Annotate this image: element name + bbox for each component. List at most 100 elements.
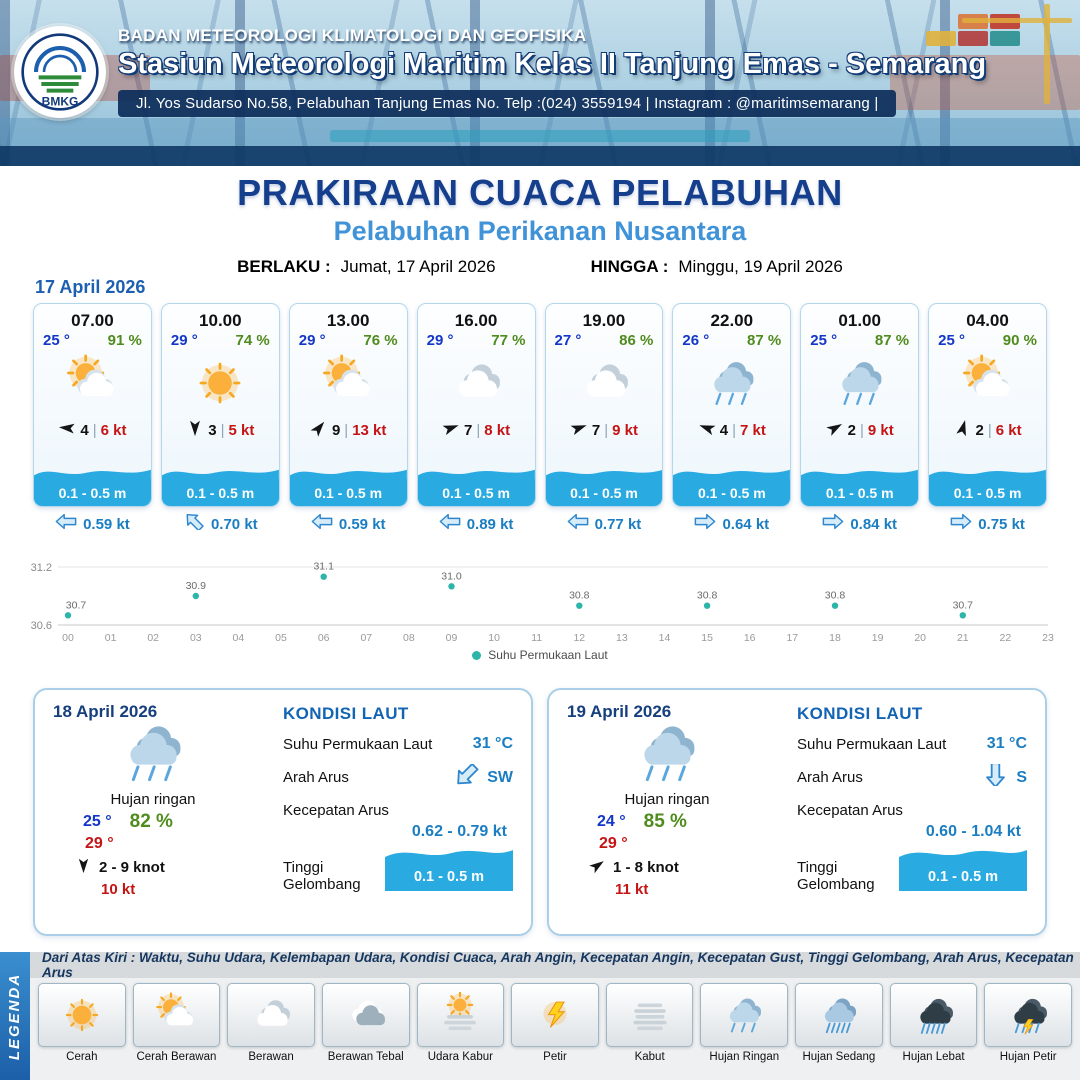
chart-legend: Suhu Permukaan Laut (20, 648, 1060, 662)
legend-item: Hujan Sedang (795, 983, 883, 1063)
air-temperature: 25 ° (43, 332, 70, 349)
legend-weather-icon-cerah (38, 983, 126, 1047)
current-direction-arrow-icon (822, 513, 844, 535)
current-direction-arrow-icon (567, 513, 589, 535)
current-speed: 0.77 kt (594, 515, 642, 533)
wind-row: 1 - 8 knot (589, 857, 679, 878)
humidity: 85 % (643, 811, 687, 832)
legend-item-label: Berawan (248, 1051, 294, 1063)
wind-direction-arrow-icon (186, 419, 204, 441)
legend-item-label: Hujan Ringan (709, 1051, 780, 1063)
wind-speed: 4 (80, 421, 89, 439)
svg-text:0.1 - 0.5 m: 0.1 - 0.5 m (928, 869, 998, 885)
wave-crest-icon (801, 469, 919, 479)
legend-item: Hujan Lebat (889, 983, 978, 1063)
temp-humidity-row: 25 ° 87 % (801, 331, 918, 349)
current-direction-row: Arah Arus SW (283, 763, 513, 791)
wave-height-label: Tinggi Gelombang (797, 859, 875, 893)
wind-direction-arrow-icon (698, 419, 716, 441)
station-name: Stasiun Meteorologi Maritim Kelas II Tan… (118, 48, 987, 80)
svg-text:21: 21 (957, 632, 969, 644)
daily-date: 19 April 2026 (567, 702, 672, 721)
current-direction-arrow-icon (55, 513, 77, 535)
wave-height-band: 0.1 - 0.5 m (34, 466, 151, 506)
wave-height-badge: 0.1 - 0.5 m (899, 845, 1027, 896)
svg-text:30.8: 30.8 (697, 590, 718, 602)
legend-weather-icon-hujan-lebat (889, 983, 978, 1047)
weather-icon-hujan-ringan (619, 716, 715, 795)
svg-text:09: 09 (446, 632, 458, 644)
wind-direction-arrow-icon (589, 857, 606, 878)
humidity: 90 % (1002, 332, 1037, 349)
wave-height-value: 0.1 - 0.5 m (929, 479, 1046, 506)
wave-height-value: 0.1 - 0.5 m (34, 479, 151, 506)
wave-height-badge: 0.1 - 0.5 m (385, 845, 513, 896)
legend-weather-icon-cerah-berawan (132, 983, 221, 1047)
weather-icon-berawan (573, 349, 635, 417)
valid-to-label: HINGGA : (590, 257, 669, 276)
hourly-forecast-card: 13.00 29 ° 76 % 9 | 13 kt 0.1 - 0.5 m (288, 303, 408, 507)
current-direction-arrow-icon (183, 513, 205, 535)
sst-chart: 31.2 30.6 00 01 02 03 04 05 06 07 08 09 10 11 12 13 14 15… (31, 561, 1054, 644)
legend-items-row: Cerah Cerah Berawan Berawan Berawan Teba… (30, 983, 1080, 1063)
hourly-forecast-card: 10.00 29 ° 74 % 3 | 5 kt 0.1 - 0.5 m (160, 303, 280, 507)
wind-gust: 11 kt (615, 881, 649, 898)
temperature-min: 24 ° (597, 813, 626, 830)
air-temperature: 26 ° (682, 332, 710, 349)
wave-height-band: 0.1 - 0.5 m (929, 466, 1046, 506)
wave-height-band: 0.1 - 0.5 m (801, 466, 919, 506)
sst-row: Suhu Permukaan Laut 31 °C (797, 735, 1027, 753)
current-direction-arrow-icon (439, 513, 461, 535)
hourly-forecast-column: 01.00 25 ° 87 % 2 | 9 kt 0.1 - 0.5 m 0.8… (800, 303, 920, 535)
forecast-time: 22.00 (710, 311, 754, 330)
legend-title-bar: LEGENDA (0, 952, 30, 1080)
current-speed: 0.70 kt (210, 515, 258, 533)
current-direction-arrow-icon (950, 513, 972, 535)
temp-humidity-row: 25 ° 91 % (34, 331, 151, 349)
wave-height-row: Tinggi Gelombang 0.1 - 0.5 m (283, 845, 513, 896)
wind-direction-arrow-icon (75, 857, 92, 878)
weather-icon-hujan-ringan (829, 349, 891, 417)
legend-weather-icon-berawan-tebal (321, 983, 410, 1047)
hourly-forecast-column: 04.00 25 ° 90 % 2 | 6 kt 0.1 - 0.5 m 0.7… (928, 303, 1047, 535)
wind-gust: 6 kt (100, 421, 127, 439)
wave-height-band: 0.1 - 0.5 m (673, 466, 791, 506)
current-direction-value: S (1016, 768, 1027, 786)
svg-text:03: 03 (190, 632, 202, 644)
legend-item-label: Hujan Petir (999, 1051, 1057, 1063)
wind-direction-arrow-icon (570, 419, 588, 441)
hourly-forecast-card: 04.00 25 ° 90 % 2 | 6 kt 0.1 - 0.5 m (928, 303, 1047, 507)
legend-section: LEGENDA Dari Atas Kiri : Waktu, Suhu Uda… (0, 950, 1080, 1080)
current-speed-value: 0.62 - 0.79 kt (411, 823, 507, 840)
forecast-time: 13.00 (326, 311, 370, 330)
legend-item: Hujan Ringan (700, 983, 789, 1063)
svg-text:23: 23 (1042, 632, 1054, 644)
svg-text:13: 13 (616, 632, 628, 644)
wind-row: 2 | 9 kt (825, 419, 894, 441)
current-direction-arrow-icon (311, 513, 333, 535)
wind-separator: | (220, 421, 225, 439)
sea-conditions-panel: KONDISI LAUT Suhu Permukaan Laut 31 °C A… (253, 702, 513, 922)
legend-item-label: Berawan Tebal (327, 1051, 404, 1063)
wave-height-value: 0.1 - 0.5 m (289, 479, 407, 506)
svg-text:04: 04 (233, 632, 245, 644)
wind-row: 4 | 7 kt (698, 419, 766, 441)
svg-text:30.7: 30.7 (66, 599, 87, 611)
svg-text:22: 22 (1000, 632, 1012, 644)
svg-text:30.9: 30.9 (186, 580, 207, 592)
daily-forecast-card: 19 April 2026 Hujan ringan 24 ° 85 % 29 … (547, 688, 1047, 936)
wave-crest-icon (289, 469, 407, 479)
legend-weather-icon-petir (511, 983, 599, 1047)
forecast-time: 01.00 (838, 311, 881, 330)
sea-current-row: 0.70 kt (183, 513, 258, 535)
legend-item-label: Cerah (66, 1051, 98, 1063)
wind-speed: 4 (719, 421, 729, 439)
svg-text:08: 08 (403, 632, 415, 644)
current-direction-label: Arah Arus (797, 769, 863, 786)
svg-text:01: 01 (105, 632, 117, 644)
legend-item-label: Hujan Lebat (902, 1051, 965, 1063)
hourly-forecast-column: 19.00 27 ° 86 % 7 | 9 kt 0.1 - 0.5 m 0.7… (544, 303, 664, 535)
legend-description: Dari Atas Kiri : Waktu, Suhu Udara, Kele… (30, 950, 1080, 980)
station-address: Jl. Yos Sudarso No.58, Pelabuhan Tanjung… (118, 90, 897, 117)
